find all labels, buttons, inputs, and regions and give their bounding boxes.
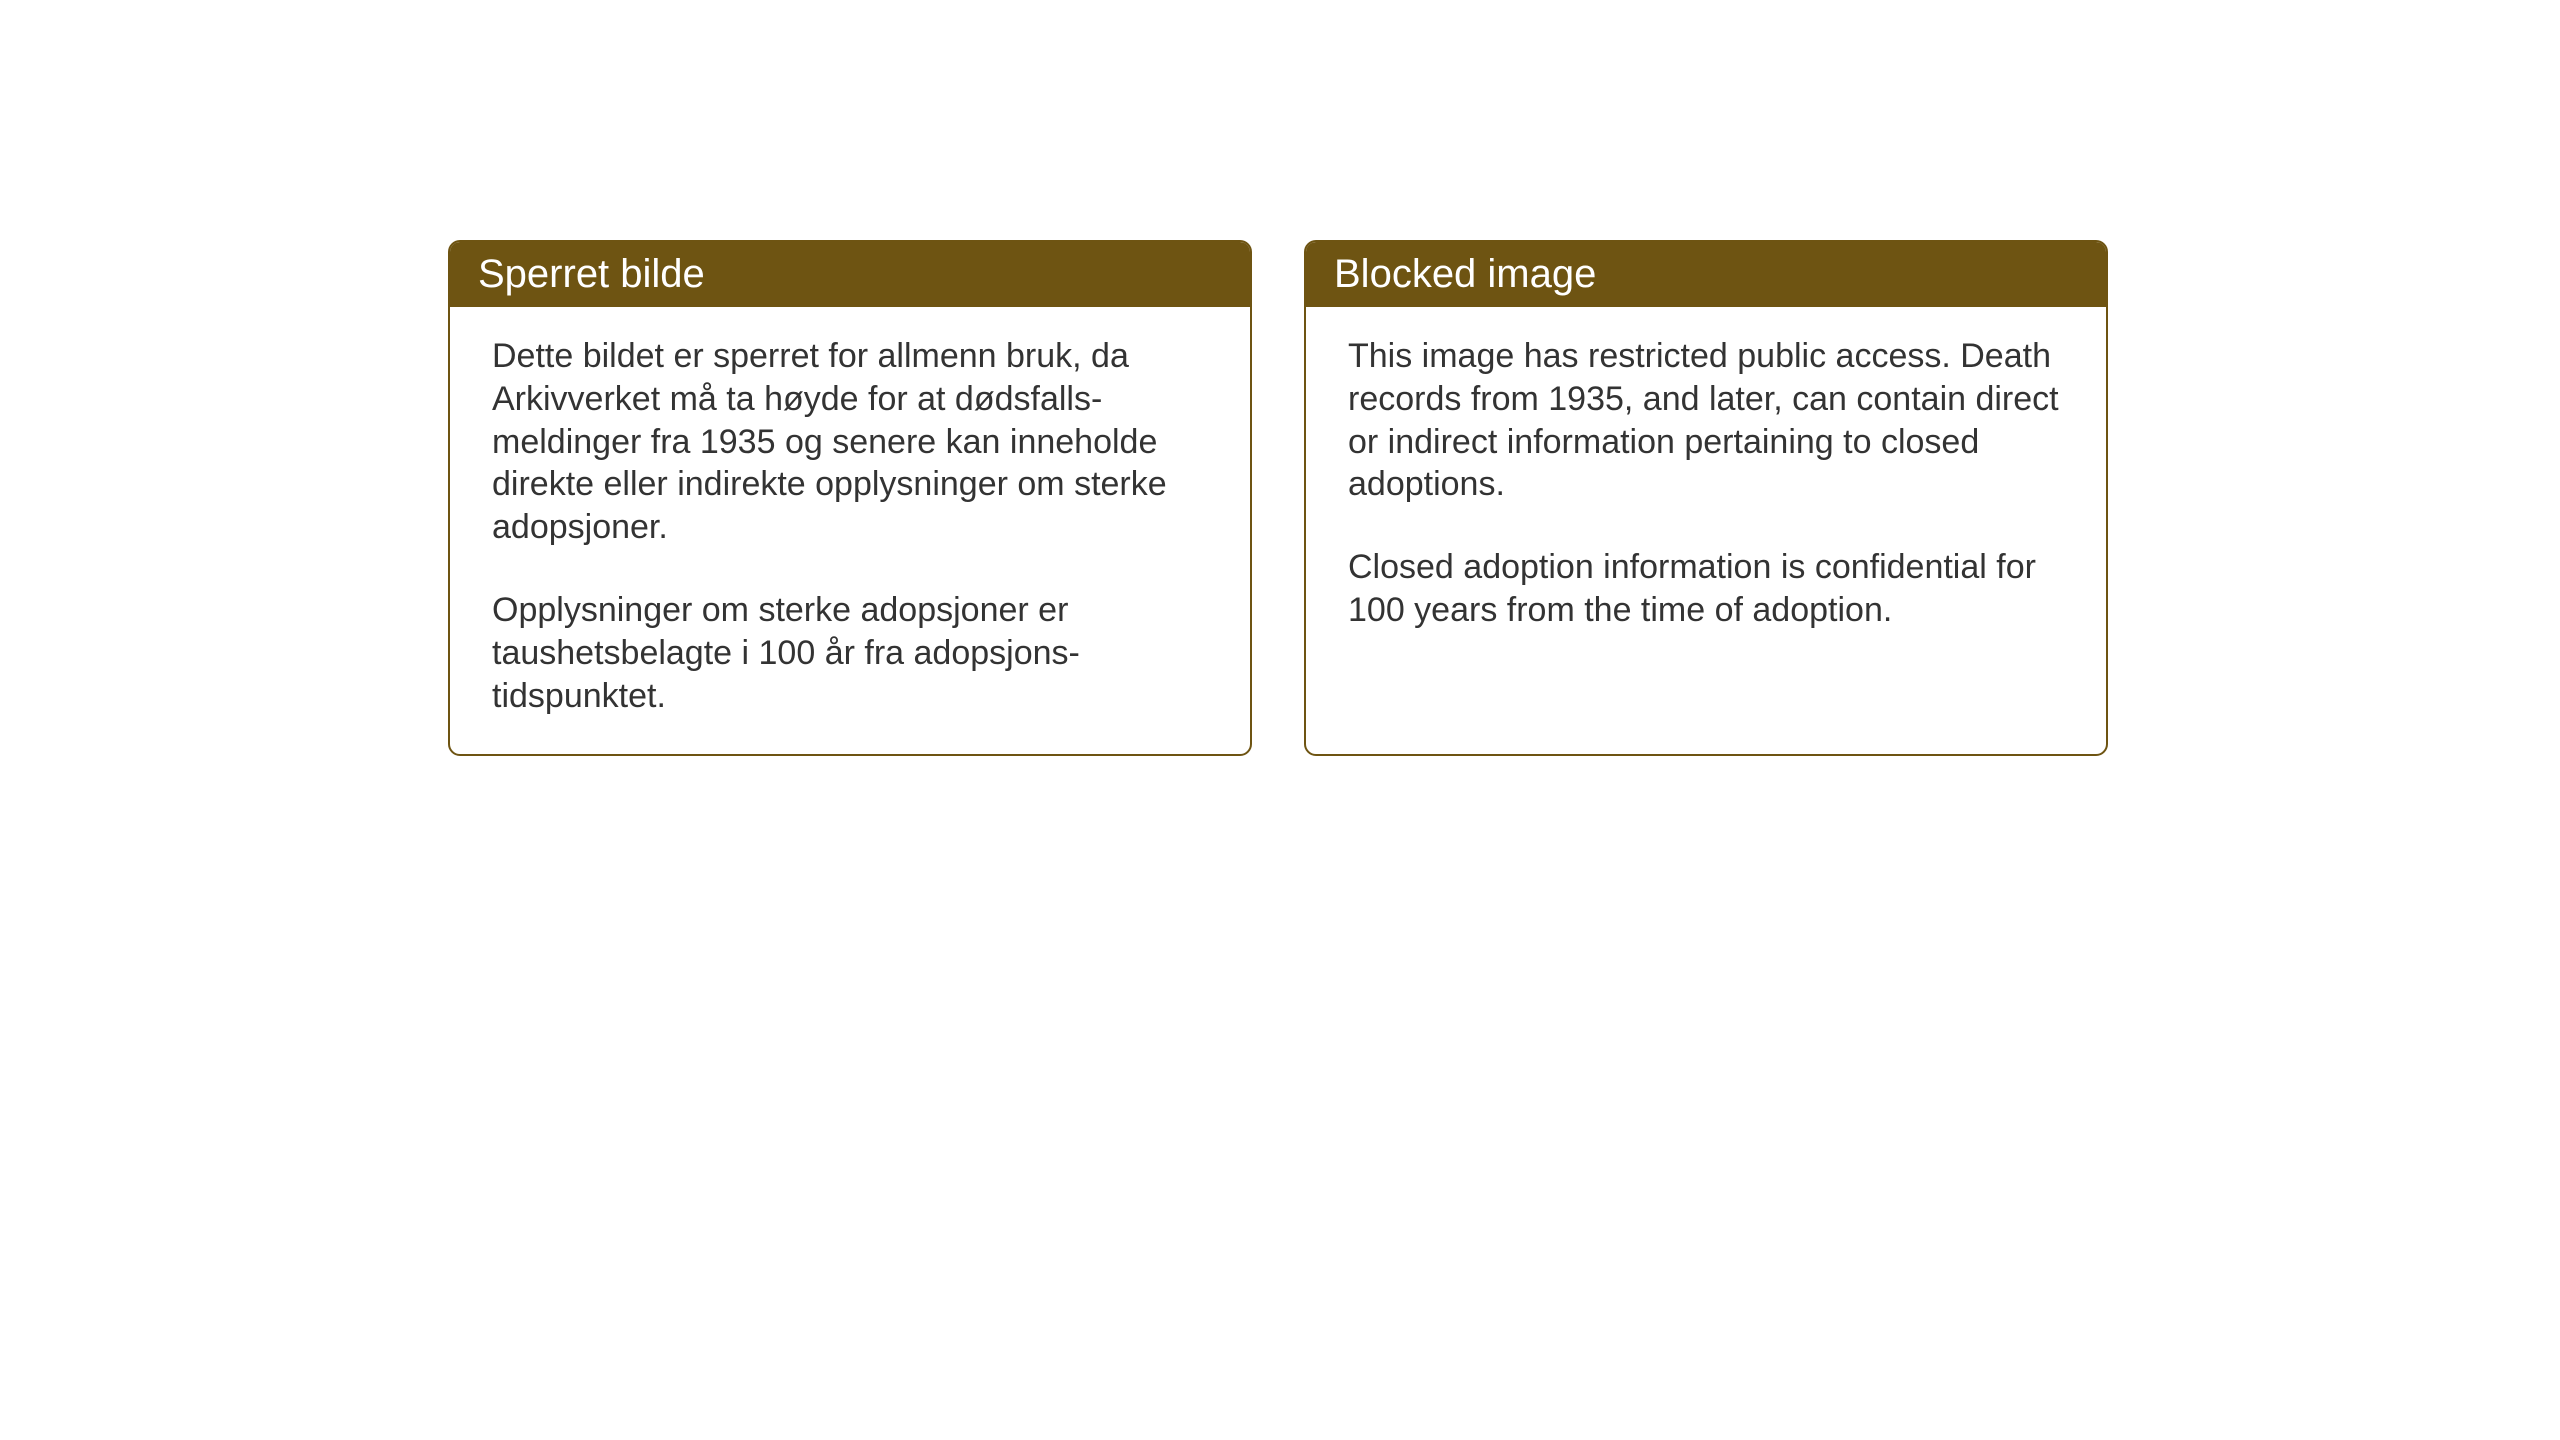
notice-card-norwegian: Sperret bilde Dette bildet er sperret fo… (448, 240, 1252, 756)
card-header-norwegian: Sperret bilde (450, 242, 1250, 307)
card-paragraph: Closed adoption information is confident… (1348, 546, 2064, 632)
card-body-english: This image has restricted public access.… (1306, 307, 2106, 668)
card-paragraph: This image has restricted public access.… (1348, 335, 2064, 506)
notice-container: Sperret bilde Dette bildet er sperret fo… (448, 240, 2108, 756)
card-paragraph: Opplysninger om sterke adopsjoner er tau… (492, 589, 1208, 717)
card-body-norwegian: Dette bildet er sperret for allmenn bruk… (450, 307, 1250, 754)
card-paragraph: Dette bildet er sperret for allmenn bruk… (492, 335, 1208, 549)
notice-card-english: Blocked image This image has restricted … (1304, 240, 2108, 756)
card-header-english: Blocked image (1306, 242, 2106, 307)
